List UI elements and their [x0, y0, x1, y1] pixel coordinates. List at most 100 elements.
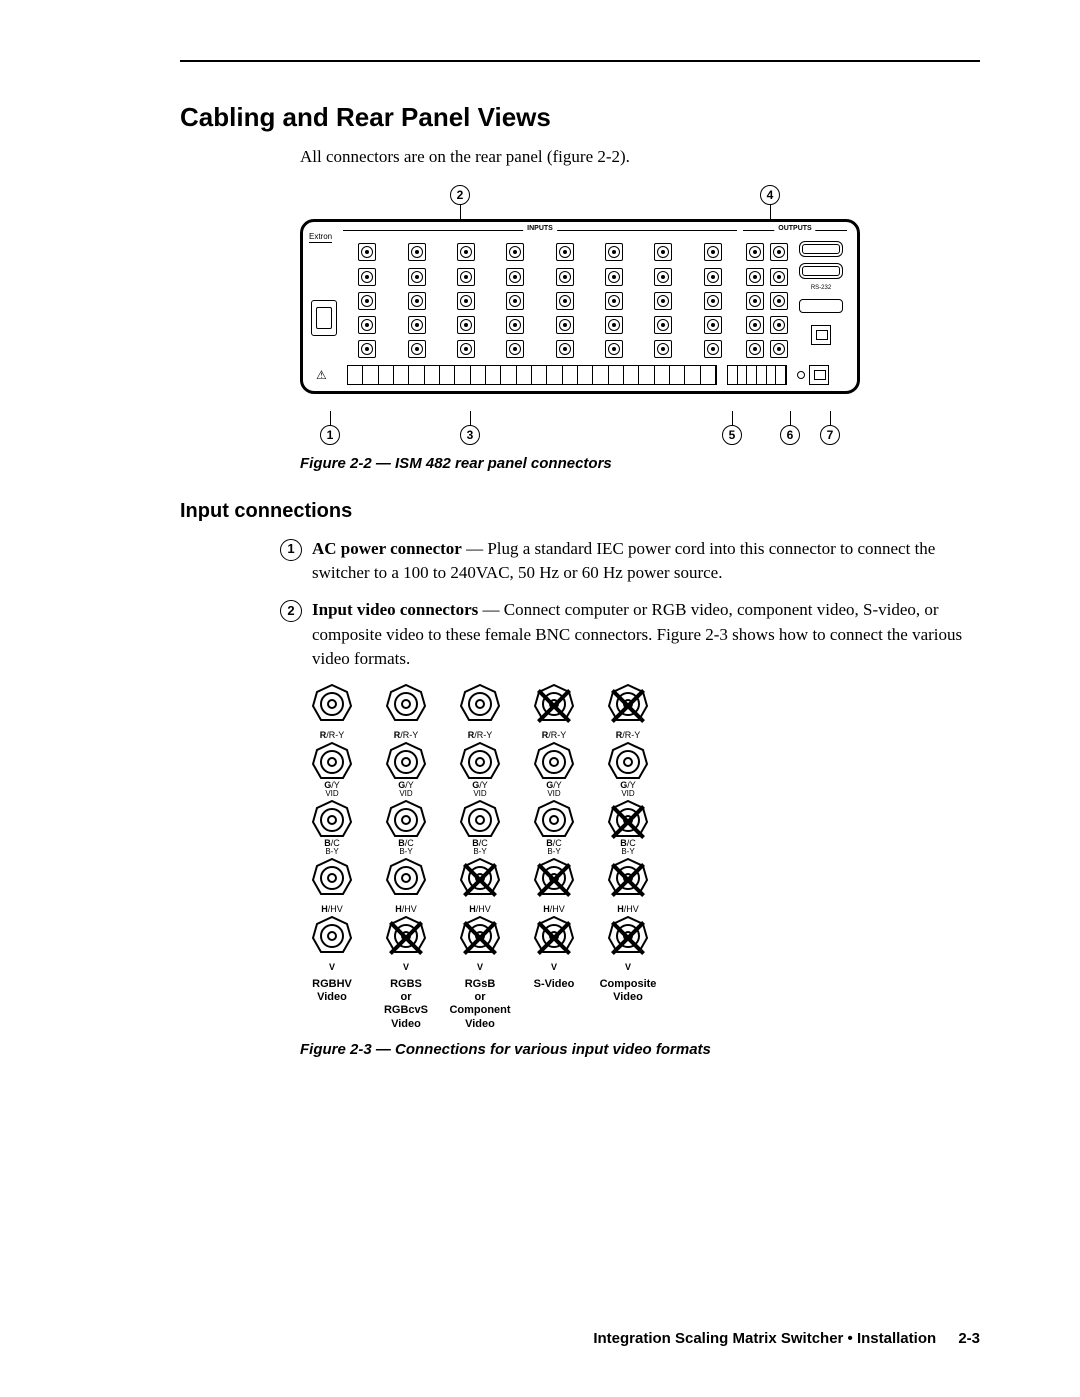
signal-label: H/HV [617, 905, 639, 914]
bnc-input-icon [605, 292, 623, 310]
bnc-output-icon [770, 316, 788, 334]
signal-label: V [329, 963, 335, 972]
fmt-cell: R/R-Y [448, 684, 512, 738]
bnc-output-icon [746, 316, 764, 334]
signal-label: H/HV [543, 905, 565, 914]
bnc-input-icon [506, 243, 524, 261]
rs232-port-icon [799, 299, 843, 313]
callout-6: 6 [780, 425, 800, 445]
fmt-cell: R/R-Y [300, 684, 364, 738]
signal-label: B/CB-Y [546, 839, 562, 856]
figure-2-2: 24 Extron ⚠ INPUTS OUTPUTS RS-232 [300, 185, 980, 445]
fmt-cell: V [374, 916, 438, 970]
outputs-label: OUTPUTS [774, 225, 815, 232]
fmt-cell: G/YVID [374, 742, 438, 796]
vga-column: RS-232 [795, 241, 847, 361]
fmt-cell: G/YVID [596, 742, 660, 796]
bnc-input-icon [556, 268, 574, 286]
bnc-input-icon [457, 292, 475, 310]
signal-label: V [551, 963, 557, 972]
fmt-cell: V [448, 916, 512, 970]
bnc-input-icon [605, 316, 623, 334]
bnc-input-icon [654, 268, 672, 286]
fmt-cell: R/R-Y [596, 684, 660, 738]
bnc-connector-icon [312, 742, 352, 782]
bnc-connector-icon [312, 916, 352, 956]
signal-label: R/R-Y [320, 731, 345, 740]
bnc-output-icon [770, 243, 788, 261]
callout-7: 7 [820, 425, 840, 445]
fmt-cell: R/R-Y [522, 684, 586, 738]
bnc-connector-icon [312, 800, 352, 840]
bnc-input-icon [408, 340, 426, 358]
fmt-cell: B/CB-Y [374, 800, 438, 854]
bnc-input-icon [408, 292, 426, 310]
bnc-connector-icon [460, 916, 500, 956]
callout-5: 5 [722, 425, 742, 445]
figure-2-3-caption: Figure 2-3 — Connections for various inp… [300, 1041, 980, 1058]
fmt-cell: G/YVID [448, 742, 512, 796]
bnc-connector-icon [386, 684, 426, 724]
fmt-cell: H/HV [448, 858, 512, 912]
fmt-cell: H/HV [522, 858, 586, 912]
fmt-column-label: RGsBorComponentVideo [448, 974, 512, 1031]
bnc-connector-icon [534, 916, 574, 956]
callout-1: 1 [320, 425, 340, 445]
bnc-connector-icon [608, 800, 648, 840]
bnc-input-icon [654, 243, 672, 261]
fmt-cell: B/CB-Y [522, 800, 586, 854]
bnc-connector-icon [386, 800, 426, 840]
bnc-input-icon [654, 340, 672, 358]
terminal-strip-icon [347, 365, 717, 385]
bottom-strip [347, 365, 845, 385]
bnc-input-icon [457, 316, 475, 334]
signal-label: G/YVID [324, 781, 340, 798]
bnc-input-icon [457, 340, 475, 358]
bnc-input-icon [358, 268, 376, 286]
list-item: 1 AC power connector — Plug a standard IE… [280, 537, 980, 586]
subheading: Input connections [180, 500, 980, 523]
fmt-column-label: RGBHVVideo [300, 974, 364, 1031]
lan-port-icon [811, 325, 831, 345]
bnc-connector-icon [460, 858, 500, 898]
bnc-output-icon [770, 268, 788, 286]
bnc-input-icon [358, 340, 376, 358]
signal-label: H/HV [395, 905, 417, 914]
bnc-connector-icon [312, 684, 352, 724]
signal-label: V [477, 963, 483, 972]
bnc-connector-icon [534, 684, 574, 724]
bnc-input-icon [654, 292, 672, 310]
fmt-cell: H/HV [300, 858, 364, 912]
bnc-output-icon [746, 268, 764, 286]
callout-3: 3 [460, 425, 480, 445]
bnc-input-icon [506, 292, 524, 310]
signal-label: H/HV [469, 905, 491, 914]
fmt-cell: H/HV [374, 858, 438, 912]
page-footer: Integration Scaling Matrix Switcher • In… [593, 1330, 980, 1347]
inputs-block: INPUTS [343, 230, 737, 361]
bnc-connector-icon [534, 800, 574, 840]
bnc-input-icon [556, 243, 574, 261]
bnc-input-icon [506, 340, 524, 358]
item-body: AC power connector — Plug a standard IEC… [312, 537, 980, 586]
warning-icon: ⚠ [316, 368, 327, 383]
bnc-connector-icon [386, 858, 426, 898]
signal-label: R/R-Y [542, 731, 567, 740]
signal-label: G/YVID [546, 781, 562, 798]
bnc-connector-icon [386, 742, 426, 782]
fmt-cell: G/YVID [300, 742, 364, 796]
fmt-cell: G/YVID [522, 742, 586, 796]
item-number-icon: 1 [280, 539, 302, 561]
bnc-output-icon [746, 340, 764, 358]
bnc-input-icon [556, 340, 574, 358]
bnc-connector-icon [312, 858, 352, 898]
callout-2: 2 [450, 185, 470, 205]
rs232-label: RS-232 [811, 285, 831, 291]
footer-text: Integration Scaling Matrix Switcher • In… [593, 1330, 936, 1347]
bnc-connector-icon [460, 742, 500, 782]
intro-text: All connectors are on the rear panel (fi… [300, 145, 980, 169]
signal-label: G/YVID [620, 781, 636, 798]
bnc-input-icon [704, 340, 722, 358]
signal-label: H/HV [321, 905, 343, 914]
signal-label: B/CB-Y [620, 839, 636, 856]
